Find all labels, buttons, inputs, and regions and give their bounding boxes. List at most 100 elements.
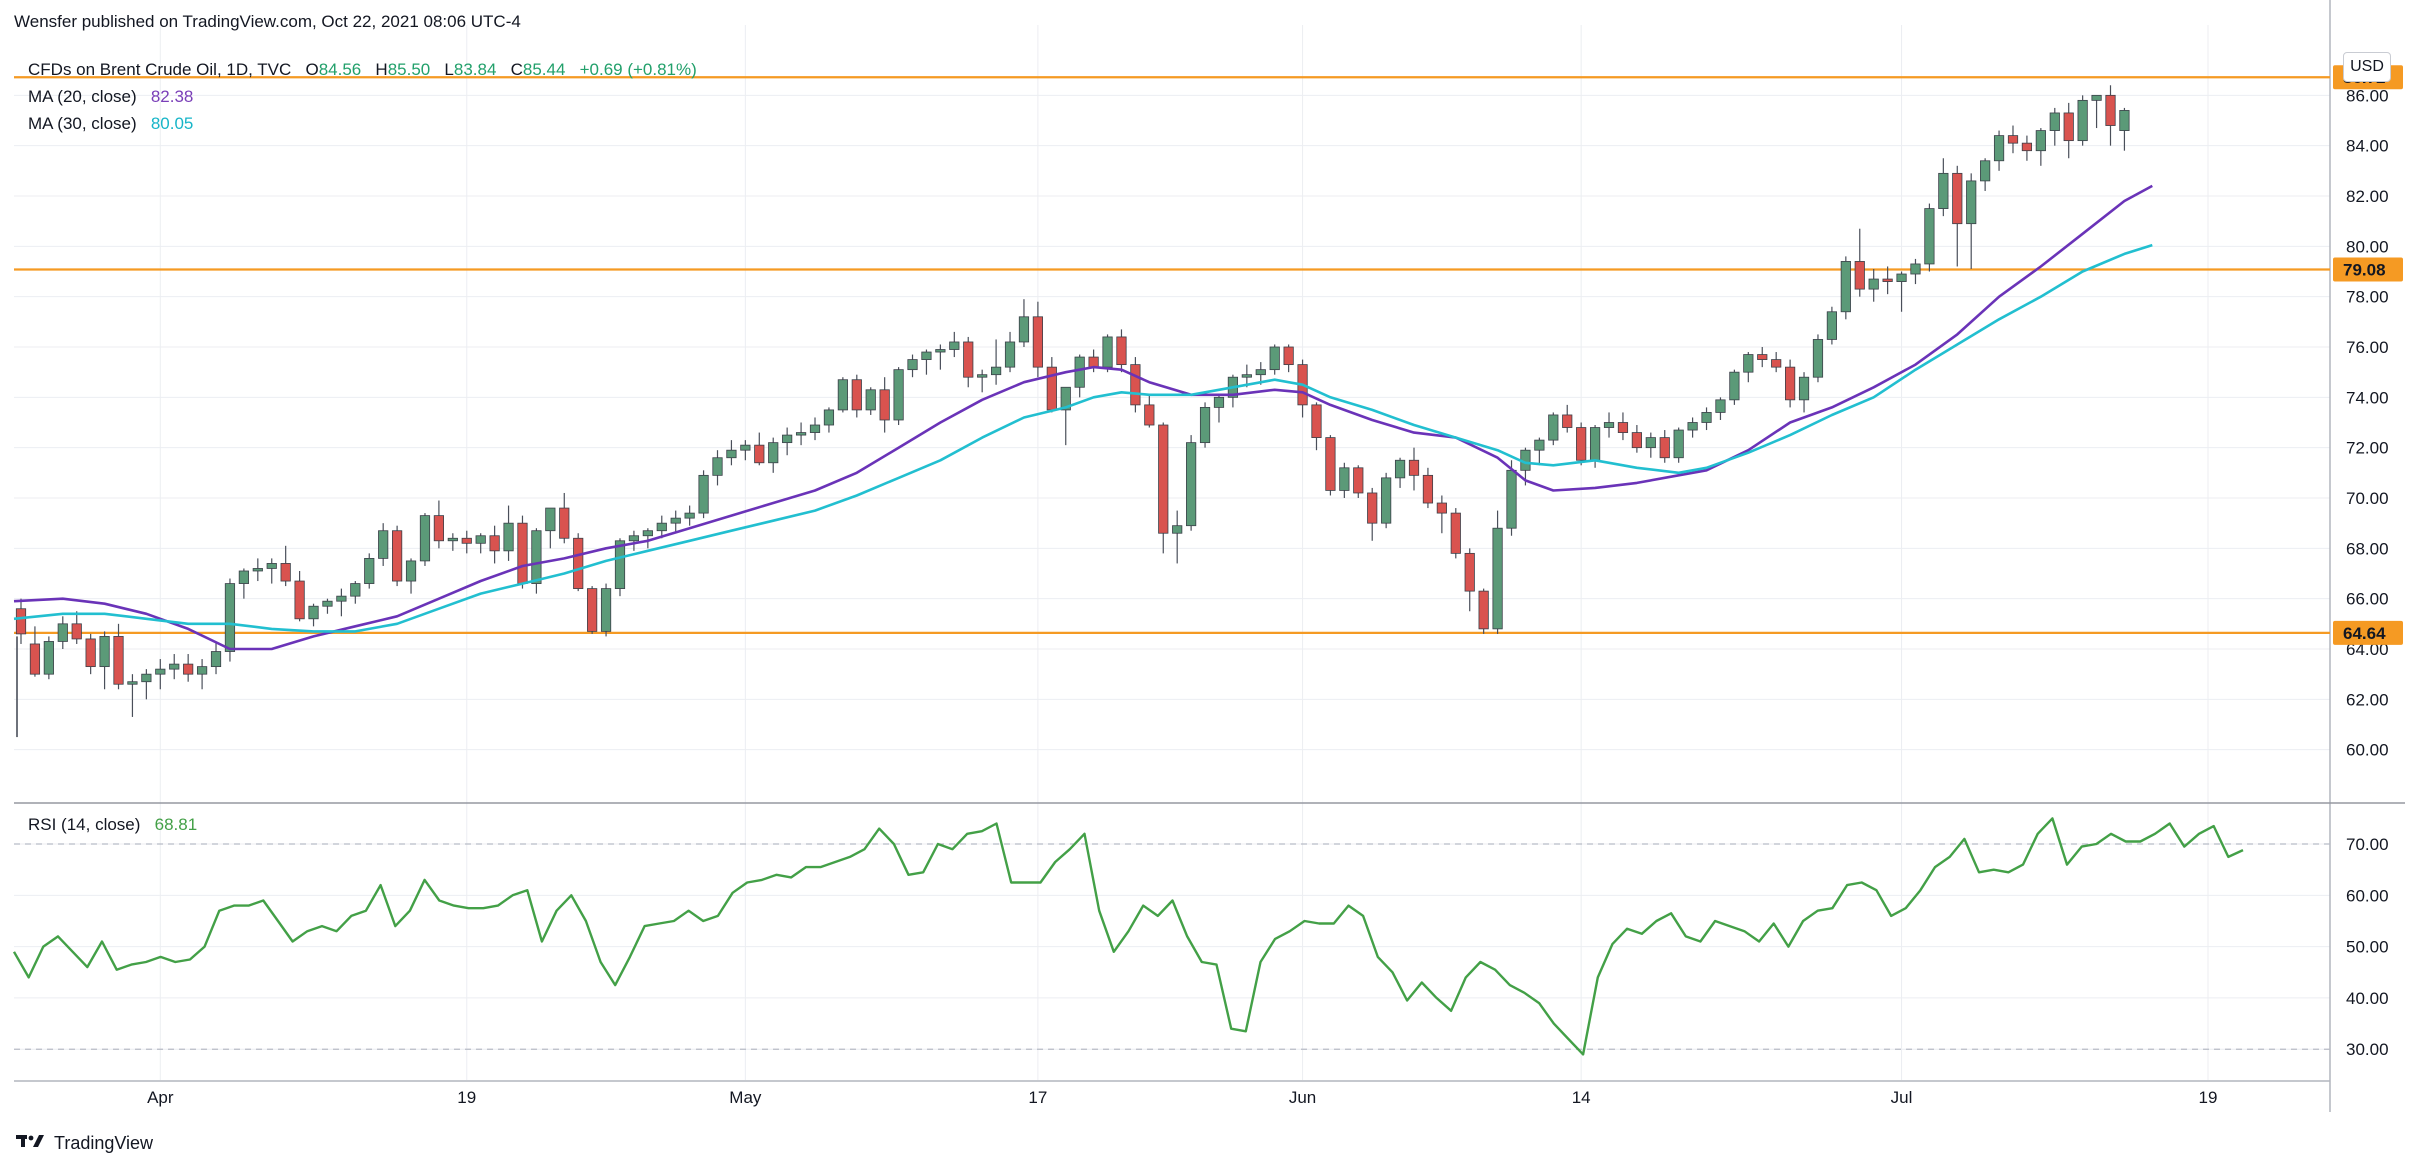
candle-body-up — [991, 366, 1002, 376]
candle — [364, 553, 375, 589]
candle-body-up — [740, 444, 751, 451]
candle — [1018, 299, 1030, 347]
candle-body-up — [238, 570, 249, 584]
candle-body-up — [419, 515, 431, 562]
candle — [238, 568, 249, 599]
candle — [656, 515, 667, 539]
candle-body-up — [1966, 180, 1977, 225]
level-price-badge — [2333, 620, 2403, 645]
ma20-legend-row[interactable]: MA (20, close) 82.38 — [28, 83, 697, 110]
time-axis-tick-label: 14 — [1572, 1088, 1591, 1107]
candle — [1854, 228, 1865, 297]
candle — [405, 558, 417, 594]
candle — [503, 505, 514, 561]
close-label: C — [510, 60, 523, 79]
candle-body-down — [559, 507, 570, 539]
candle-body-up — [614, 540, 626, 589]
candle-body-up — [949, 341, 960, 350]
candle — [1004, 331, 1016, 373]
candle-body-up — [1241, 374, 1252, 378]
candle — [2021, 135, 2033, 161]
candle-body-down — [1436, 502, 1447, 514]
rsi-legend-row[interactable]: RSI (14, close) 68.81 — [28, 815, 197, 835]
currency-button[interactable]: USD — [2343, 52, 2391, 82]
candle — [1659, 430, 1670, 463]
price-axis-tick-label: 84.00 — [2346, 137, 2389, 156]
candle — [141, 669, 152, 700]
candle — [1812, 334, 1824, 383]
candle-body-up — [1701, 412, 1712, 423]
candle-body-up — [1743, 354, 1754, 373]
candle — [642, 528, 653, 549]
candle-body-up — [865, 389, 876, 411]
candle — [1116, 329, 1127, 373]
ma20-value: 82.38 — [150, 87, 194, 106]
candle-body-down — [1757, 354, 1768, 360]
candle-body-up — [1715, 399, 1726, 413]
candle — [1186, 435, 1197, 531]
candle — [698, 470, 709, 519]
candle — [1367, 487, 1378, 541]
candle — [1882, 266, 1893, 295]
candle-body-up — [1896, 273, 1907, 282]
candle — [280, 545, 291, 587]
candle — [2063, 102, 2074, 159]
candle-body-up — [1673, 429, 1684, 459]
candle — [1743, 352, 1754, 383]
candle — [322, 598, 333, 614]
tradingview-logo[interactable]: TradingView — [16, 1132, 153, 1155]
candle — [1283, 344, 1294, 373]
candle-body-down — [15, 608, 27, 635]
candle-body-up — [1074, 356, 1085, 388]
candle-body-up — [1506, 469, 1517, 529]
ma30-value: 80.05 — [150, 114, 194, 133]
ohlc-legend-row[interactable]: CFDs on Brent Crude Oil, 1D, TVC O84.56 … — [28, 56, 697, 83]
candle-body-up — [252, 568, 263, 572]
candle-body-up — [698, 474, 709, 514]
candle — [1158, 422, 1169, 554]
candle — [1269, 344, 1280, 375]
candle — [1840, 256, 1851, 320]
candle-body-down — [1478, 590, 1489, 630]
candle-body-down — [2105, 94, 2116, 126]
candle — [559, 492, 570, 544]
candle-body-down — [587, 588, 598, 632]
candle-body-down — [963, 341, 974, 378]
candle-body-up — [169, 663, 180, 670]
candle — [1980, 158, 1991, 191]
candle-body-up — [1589, 427, 1601, 461]
candle — [57, 616, 68, 649]
candle — [196, 659, 208, 690]
candle-body-down — [1130, 364, 1141, 406]
candle-body-down — [1283, 346, 1294, 366]
candle — [712, 450, 723, 486]
candle-body-down — [280, 563, 291, 582]
candle-body-down — [2063, 112, 2074, 142]
price-axis-tick-label: 86.00 — [2346, 86, 2389, 105]
candle-body-up — [642, 530, 653, 537]
level-price-badge — [2333, 257, 2403, 282]
candle-body-up — [1910, 263, 1921, 275]
candle-body-up — [155, 668, 166, 675]
ma30-legend-row[interactable]: MA (30, close) 80.05 — [28, 110, 697, 137]
candle — [1966, 173, 1977, 269]
candle-body-down — [1771, 359, 1782, 368]
candle-body-down — [1325, 437, 1336, 491]
level-price-badge-label: 79.08 — [2343, 260, 2386, 279]
candle — [1046, 357, 1057, 413]
candle-body-up — [907, 359, 918, 371]
candle — [2077, 95, 2088, 146]
candle — [127, 674, 138, 717]
candle-body-down — [573, 537, 584, 589]
candle — [545, 507, 556, 549]
candle-body-up — [2091, 94, 2102, 101]
candle — [782, 427, 793, 456]
candle-body-down — [1088, 356, 1099, 368]
ma30-label: MA (30, close) — [28, 114, 137, 133]
candle — [2105, 85, 2116, 146]
candle-body-up — [1255, 369, 1266, 376]
candle — [447, 533, 458, 551]
rsi-axis-tick-label: 60.00 — [2346, 886, 2389, 905]
